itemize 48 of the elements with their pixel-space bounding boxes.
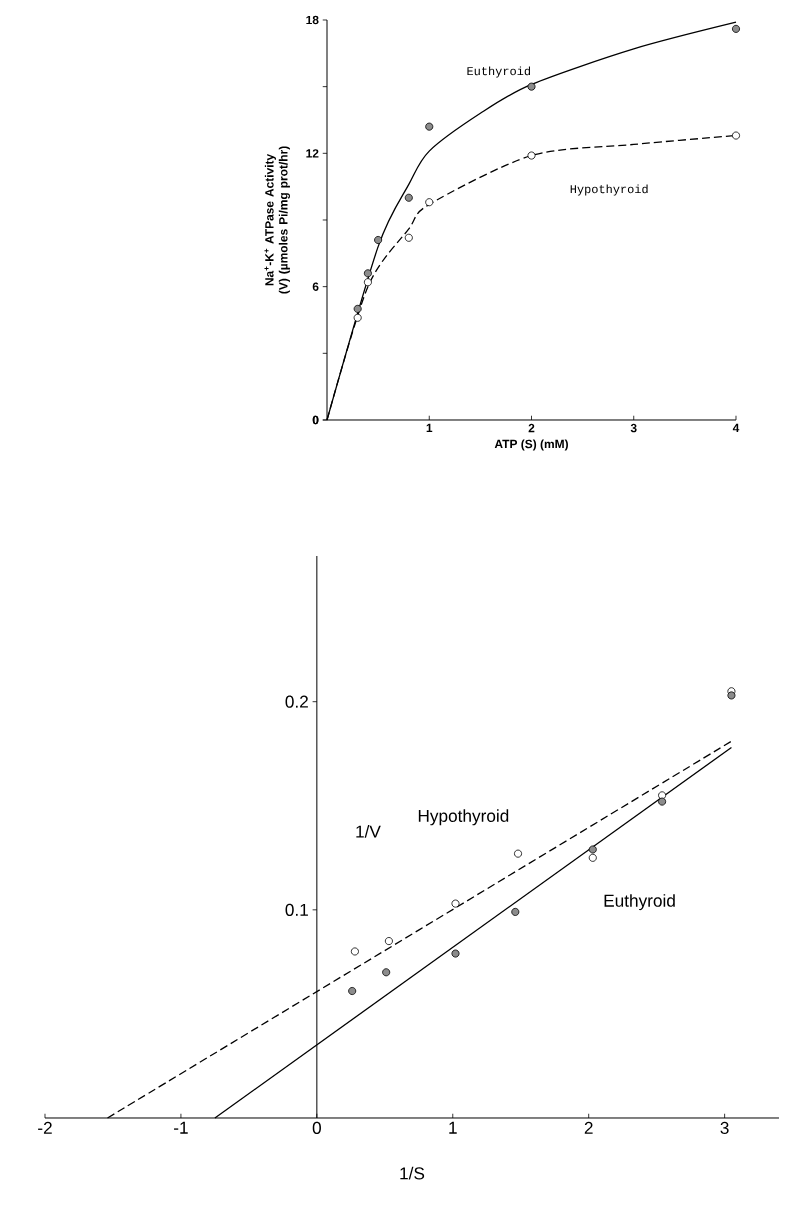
- x-tick-label: 4: [732, 423, 740, 433]
- point: [658, 797, 667, 806]
- point: [348, 987, 357, 996]
- x-tick-label: -1: [174, 1121, 188, 1134]
- point: [404, 233, 413, 242]
- point: [514, 849, 523, 858]
- x-tick-label: 3: [720, 1121, 729, 1134]
- y-axis-title: 1/V: [356, 825, 381, 838]
- y-tick-label: 0.1: [285, 903, 308, 916]
- point: [658, 791, 667, 800]
- point: [732, 24, 740, 33]
- point: [527, 151, 536, 160]
- point: [363, 278, 372, 287]
- point: [353, 304, 362, 313]
- point: [350, 947, 359, 956]
- point: [451, 899, 460, 908]
- point: [527, 82, 536, 91]
- point: [425, 198, 434, 207]
- point: [727, 691, 736, 700]
- point: [451, 949, 460, 958]
- text: Hypothyroid: [570, 184, 648, 196]
- point: [382, 968, 391, 977]
- x-axis-title: 1/S: [400, 1166, 425, 1180]
- point: [588, 853, 597, 862]
- point: [384, 937, 393, 946]
- y-tick-label: 0: [312, 415, 319, 425]
- y-tick-label: 6: [312, 282, 319, 291]
- x-tick-label: 1: [426, 423, 433, 433]
- text: Hypothyroid: [418, 809, 509, 826]
- text: Euthyroid: [604, 894, 675, 911]
- point: [374, 235, 383, 244]
- series-label: Euthyroid: [467, 66, 530, 78]
- y-tick-label: 0.2: [285, 695, 308, 708]
- x-tick-label: 2: [528, 423, 535, 433]
- point: [363, 269, 372, 278]
- x-axis-title: ATP (S) (mM): [494, 439, 568, 451]
- point: [425, 122, 434, 131]
- point: [588, 845, 597, 854]
- point: [404, 193, 413, 202]
- x-tick-label: 3: [630, 423, 637, 433]
- point: [511, 907, 520, 916]
- point: [353, 313, 362, 322]
- x-tick-label: 1: [449, 1121, 457, 1134]
- x-tick-label: 2: [584, 1121, 593, 1134]
- x-tick-label: -2: [38, 1121, 52, 1134]
- point: [732, 131, 740, 140]
- y-tick-label: 18: [306, 15, 319, 25]
- y-tick-label: 12: [306, 149, 319, 158]
